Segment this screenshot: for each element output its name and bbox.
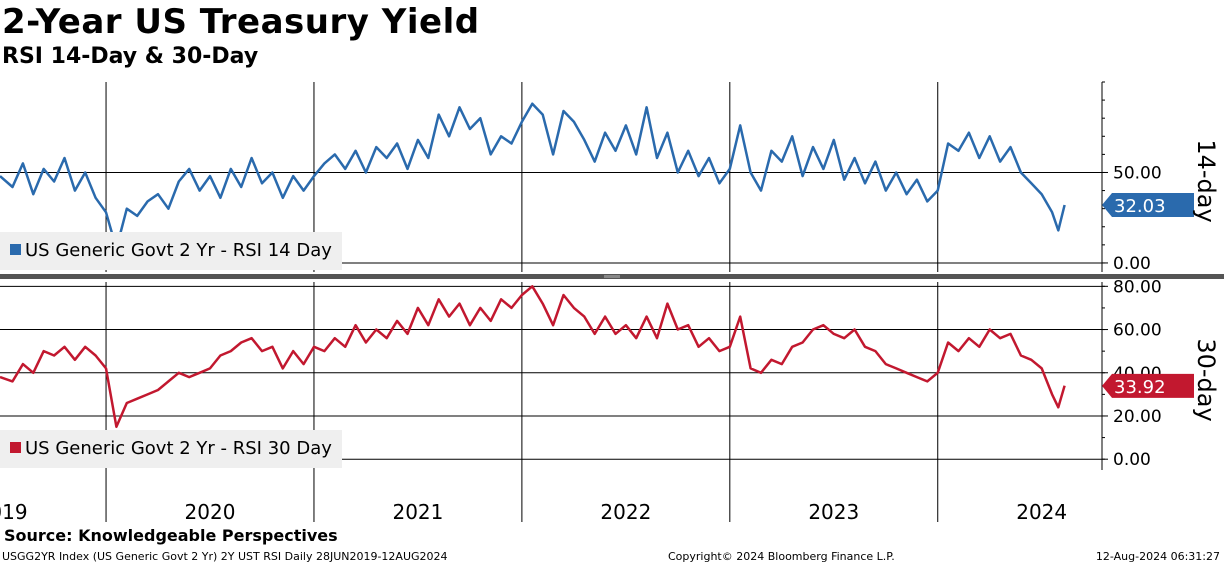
last-value-label-rsi14: 32.03 <box>1114 196 1166 217</box>
y-tick-label-rsi30: 0.00 <box>1113 450 1151 470</box>
panel-divider-grip <box>604 275 620 278</box>
y-tick-label-rsi30: 60.00 <box>1113 321 1162 341</box>
series-line-rsi14 <box>0 102 1066 250</box>
x-tick-label: 2019 <box>0 500 28 524</box>
legend-rsi14: US Generic Govt 2 Yr - RSI 14 Day <box>0 232 342 270</box>
copyright: Copyright© 2024 Bloomberg Finance L.P. <box>668 550 895 563</box>
chart-title: 2-Year US Treasury Yield <box>2 2 480 42</box>
last-value-label-rsi30: 33.92 <box>1114 377 1166 398</box>
x-tick-label: 2021 <box>392 500 443 524</box>
y-tick-label-rsi30: 20.00 <box>1113 407 1162 427</box>
legend-swatch-rsi30 <box>10 442 21 453</box>
y-tick-label-rsi14: 50.00 <box>1113 163 1162 183</box>
y-tick-label-rsi30: 80.00 <box>1113 277 1162 297</box>
index-info: USGG2YR Index (US Generic Govt 2 Yr) 2Y … <box>2 550 448 563</box>
timestamp: 12-Aug-2024 06:31:27 <box>1095 550 1220 563</box>
legend-label-rsi14: US Generic Govt 2 Yr - RSI 14 Day <box>25 240 332 261</box>
chart-subtitle: RSI 14-Day & 30-Day <box>2 44 259 69</box>
series-line-rsi30 <box>0 285 1066 429</box>
legend-rsi30: US Generic Govt 2 Yr - RSI 30 Day <box>0 430 342 468</box>
legend-swatch-rsi14 <box>10 244 21 255</box>
legend-label-rsi30: US Generic Govt 2 Yr - RSI 30 Day <box>25 438 332 459</box>
y-tick-label-rsi14: 0.00 <box>1113 254 1151 274</box>
axis-title-rsi14: 14-day <box>1192 139 1220 222</box>
x-tick-label: 2022 <box>600 500 651 524</box>
x-tick-label: 2024 <box>1016 500 1067 524</box>
x-tick-label: 2020 <box>185 500 236 524</box>
x-tick-label: 2023 <box>808 500 859 524</box>
last-value-tag-rsi30 <box>1102 373 1194 398</box>
axis-title-rsi30: 30-day <box>1192 338 1220 421</box>
last-value-tag-rsi14 <box>1102 192 1194 217</box>
source-note: Source: Knowledgeable Perspectives <box>4 526 338 545</box>
